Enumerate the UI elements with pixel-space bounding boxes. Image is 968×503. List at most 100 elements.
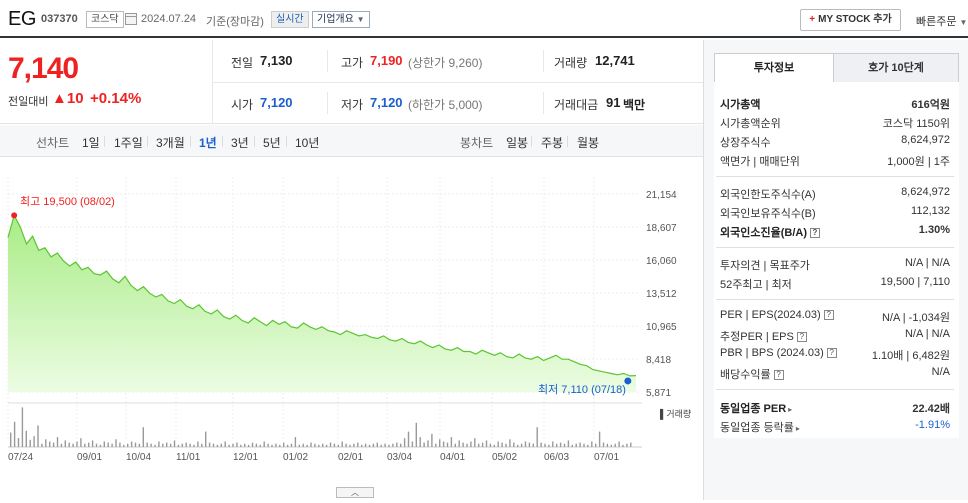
company-overview-button[interactable]: 기업개요 ▼ [312, 11, 370, 28]
tab-order-book[interactable]: 호가 10단계 [833, 53, 959, 83]
volume-bar [13, 421, 16, 447]
period-tab[interactable]: 5년 [263, 136, 281, 150]
volume-bar [552, 441, 554, 447]
volume-bar [493, 444, 495, 447]
info-row: PBR | BPS (2024.03)? 1.10배 | 6,482원 [720, 345, 950, 363]
divider [531, 136, 532, 147]
volume-bar [544, 443, 546, 447]
volume-bar [84, 443, 86, 447]
trading-value-unit: 백만 [623, 98, 646, 112]
volume-bar [431, 433, 433, 447]
volume-bar [407, 431, 410, 447]
info-value: N/A | -1,034원 [881, 312, 950, 324]
volume-bar [368, 444, 371, 447]
tab-investment-info[interactable]: 투자정보 [714, 53, 834, 83]
chart-toggle-button[interactable]: ︿ [336, 487, 374, 498]
info-value: 코스닥 1150위 [882, 118, 950, 130]
y-tick-label: 10,965 [646, 322, 677, 333]
info-row: 투자의견 | 목표주가 N/A | N/A [720, 255, 950, 273]
volume-bar [146, 442, 148, 447]
divider [567, 136, 568, 147]
chart-period-toolbar: 선차트 1일 1주일 3개월 1년 3년 5년 10년 봉차트 일봉 주봉 월봉 [0, 125, 703, 157]
help-icon[interactable]: ? [810, 228, 820, 238]
volume-bar [439, 439, 441, 447]
info-row: 시가총액 616억원 [720, 94, 950, 112]
period-tab[interactable]: 3년 [231, 136, 249, 150]
volume-bar [583, 443, 585, 447]
volume-bar [630, 442, 632, 447]
volume-bar [528, 442, 531, 447]
help-icon[interactable]: ? [826, 348, 837, 358]
volume-legend: ▌거래량 [660, 408, 691, 420]
candle-tab[interactable]: 일봉 [506, 136, 529, 150]
chevron-down-icon: ▼ [959, 18, 968, 27]
volume-bar [127, 443, 129, 447]
y-tick-label: 18,607 [646, 223, 677, 234]
volume-bar [259, 444, 261, 447]
volume-bar [197, 441, 199, 447]
realtime-button[interactable]: 실시간 [271, 11, 309, 28]
volume-bar [614, 443, 616, 447]
volume-bar [162, 443, 164, 447]
add-my-stock-label: MY STOCK 추가 [818, 14, 892, 25]
volume-bar [474, 438, 476, 447]
volume-bar [119, 442, 121, 447]
investment-info-panel: 투자정보 호가 10단계 시가총액 616억원 시가총액순위 코스닥 1150위 상… [703, 40, 968, 500]
period-tab[interactable]: 1주일 [114, 136, 143, 150]
current-price: 7,140 [8, 52, 79, 85]
period-tab[interactable]: 10년 [295, 136, 320, 150]
volume-bar [345, 443, 347, 447]
company-name[interactable]: EG [8, 8, 36, 30]
volume-bar [60, 443, 63, 447]
period-tab[interactable]: 1일 [82, 136, 100, 150]
volume-bar [56, 437, 59, 447]
volume-bar [509, 439, 511, 447]
info-value: 112,132 [911, 205, 950, 217]
info-value: 1.30% [918, 224, 950, 236]
info-row: PER | EPS(2024.03)? N/A | -1,034원 [720, 307, 950, 325]
x-tick-label: 04/01 [440, 452, 465, 463]
info-label: 외국인소진율(B/A) [720, 227, 807, 239]
volume-bar [29, 439, 31, 447]
info-value: 616억원 [911, 99, 950, 111]
volume-bar [216, 444, 219, 447]
info-value: 8,624,972 [901, 186, 950, 198]
price-chart[interactable]: 21,154 18,607 16,060 13,512 10,965 8,418 5,871… [0, 157, 703, 500]
volume-bar [435, 443, 437, 447]
volume-bar [322, 443, 324, 447]
volume-bar [419, 437, 421, 447]
volume-bar [563, 443, 566, 447]
volume-bar [298, 444, 300, 447]
volume-bar [396, 442, 398, 447]
market-badge: 코스닥 [86, 11, 124, 28]
volume-bar [579, 442, 581, 447]
info-label: 52주최고 | 최저 [720, 279, 792, 291]
quick-order-button[interactable]: 빠른주문 ▼ [916, 13, 967, 29]
volume-bar [427, 440, 429, 447]
help-icon[interactable]: ? [796, 332, 807, 342]
x-tick-label: 10/04 [126, 452, 151, 463]
volume-bar [446, 442, 449, 447]
help-icon[interactable]: ? [773, 370, 784, 380]
add-my-stock-button[interactable]: + MY STOCK 추가 [800, 9, 901, 31]
y-tick-label: 13,512 [646, 289, 677, 300]
volume-bar [88, 442, 90, 447]
stock-code: 037370 [41, 13, 78, 25]
prev-change-label: 전일대비 [8, 96, 49, 108]
volume-bar [80, 438, 82, 447]
candle-tab[interactable]: 월봉 [577, 136, 600, 150]
period-tab-active[interactable]: 1년 [199, 136, 217, 150]
volume-bar [505, 443, 507, 447]
candle-tab[interactable]: 주봉 [541, 136, 564, 150]
high-value: 7,190 [370, 53, 403, 68]
price-line [7, 213, 637, 377]
info-label: 시가총액 [720, 99, 761, 111]
low-label: 저가 [341, 98, 364, 112]
divider [716, 247, 954, 248]
period-tab[interactable]: 3개월 [156, 136, 185, 150]
volume-bar [283, 442, 285, 447]
help-icon[interactable]: ? [823, 310, 834, 320]
x-tick-label: 09/01 [77, 452, 102, 463]
info-label: 액면가 | 매매단위 [720, 156, 800, 168]
divider [286, 136, 287, 147]
